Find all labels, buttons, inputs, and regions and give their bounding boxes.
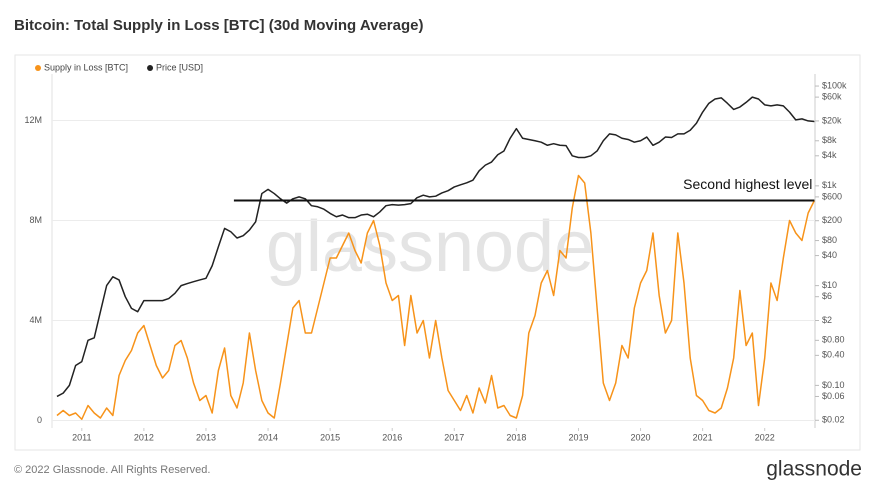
legend-marker — [147, 65, 154, 71]
legend-label: Supply in Loss [BTC] — [44, 62, 128, 72]
legend-label: Price [USD] — [156, 62, 203, 72]
y-tick-label: 8M — [29, 215, 42, 225]
y2-tick-label: $6 — [822, 291, 832, 301]
y-tick-label: 4M — [29, 315, 42, 325]
x-tick-label: 2012 — [134, 432, 154, 442]
x-tick-label: 2018 — [506, 432, 526, 442]
y2-tick-label: $200 — [822, 215, 842, 225]
x-tick-label: 2021 — [693, 432, 713, 442]
y2-tick-label: $20k — [822, 115, 842, 125]
y2-tick-label: $40 — [822, 250, 837, 260]
y2-tick-label: $600 — [822, 191, 842, 201]
y2-tick-label: $100k — [822, 80, 847, 90]
x-tick-label: 2017 — [444, 432, 464, 442]
x-tick-label: 2019 — [568, 432, 588, 442]
chart-title: Bitcoin: Total Supply in Loss [BTC] (30d… — [14, 17, 423, 34]
y2-tick-label: $8k — [822, 135, 837, 145]
x-tick-label: 2015 — [320, 432, 340, 442]
x-tick-label: 2014 — [258, 432, 278, 442]
footer: © 2022 Glassnode. All Rights Reserved. — [14, 464, 210, 476]
y2-tick-label: $0.80 — [822, 335, 845, 345]
y2-tick-label: $0.10 — [822, 380, 845, 390]
y2-tick-label: $2 — [822, 315, 832, 325]
y2-tick-label: $80 — [822, 235, 837, 245]
chart-frame — [14, 54, 861, 451]
x-tick-label: 2016 — [382, 432, 402, 442]
series-line — [56, 96, 815, 398]
logo: glassnode — [766, 458, 862, 481]
y2-tick-label: $1k — [822, 180, 837, 190]
y2-tick-label: $0.02 — [822, 415, 845, 425]
y-tick-label: 12M — [24, 115, 42, 125]
x-tick-label: 2022 — [755, 432, 775, 442]
y2-tick-label: $60k — [822, 91, 842, 101]
y2-tick-label: $0.40 — [822, 350, 845, 360]
y-tick-label: 0 — [37, 415, 42, 425]
y2-tick-label: $10 — [822, 280, 837, 290]
annotation-label: Second highest level — [683, 176, 812, 192]
x-tick-label: 2020 — [631, 432, 651, 442]
series-line — [56, 174, 816, 420]
legend-marker — [35, 65, 41, 71]
x-tick-label: 2013 — [196, 432, 216, 442]
x-tick-label: 2011 — [72, 432, 91, 442]
y2-tick-label: $4k — [822, 150, 837, 160]
y2-tick-label: $0.06 — [822, 391, 845, 401]
